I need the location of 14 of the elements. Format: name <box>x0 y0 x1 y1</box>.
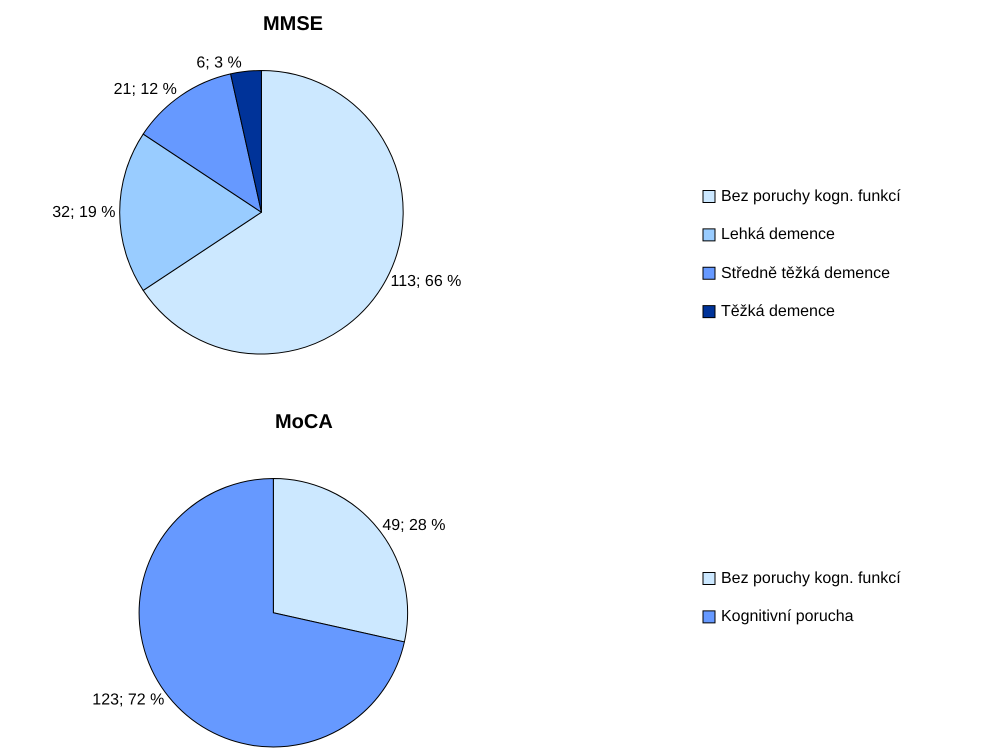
data-label: 123; 72 % <box>92 692 164 709</box>
data-label: 113; 66 % <box>390 272 462 290</box>
data-label: 21; 12 % <box>114 81 177 98</box>
data-label: 49; 28 % <box>382 516 446 534</box>
legend-label: Těžká demence <box>721 303 835 320</box>
legend-label: Bez poruchy kogn. funkcí <box>721 188 902 205</box>
legend-label: Kognitivní porucha <box>721 608 854 625</box>
legend-label: Středně těžká demence <box>721 265 890 282</box>
data-label: 32; 19 % <box>52 204 116 221</box>
legend-label: Bez poruchy kogn. funkcí <box>721 570 902 587</box>
chart-title: MMSE <box>263 13 323 35</box>
legend-label: Lehká demence <box>721 226 835 243</box>
chart-title: MoCA <box>275 411 333 433</box>
data-label: 6; 3 % <box>196 54 242 72</box>
